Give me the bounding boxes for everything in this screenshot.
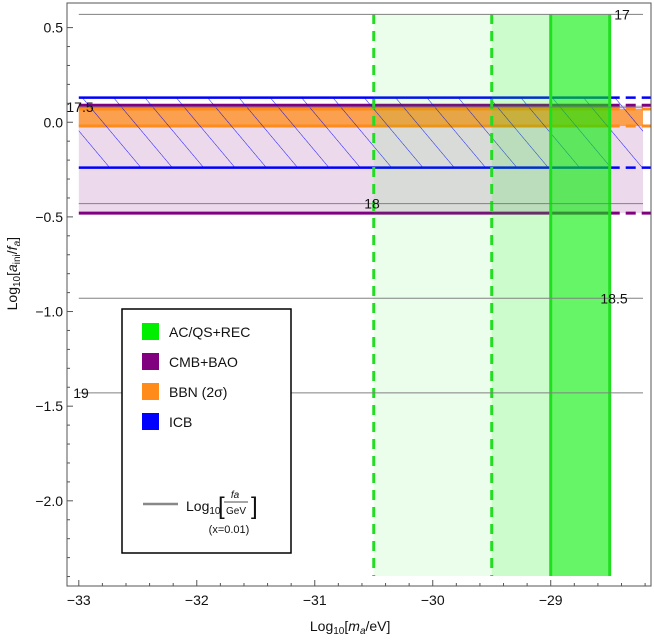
y-tick-label: −0.5 [35,209,63,225]
y-axis-label: Log10[aini/fa] [4,237,23,310]
x-tick-label: −30 [421,592,445,608]
contour-label-19: 19 [73,385,89,401]
ac-qs-rec-band-0 [550,14,610,576]
legend-frac-den: GeV [226,506,246,517]
legend-label-ac-qs-rec: AC/QS+REC [169,324,250,340]
axes-layer: −33 −32 −31 −30 −29 0.5 0.0 −0.5 −1.0 −1.5 −2.0 Log… [4,20,646,637]
legend-bracket-close: ] [251,493,258,520]
contour-label-17.5: 17.5 [66,99,93,115]
y-tick-label: 0.0 [44,114,64,130]
x-tick-label: −31 [303,592,327,608]
y-tick-label: −1.5 [35,398,63,414]
x-axis-label: Log10[ma/eV] [310,618,391,637]
legend-swatch-bbn-2 [142,383,159,400]
legend-swatch-cmb-bao [142,353,159,370]
legend-frac-num: fa [231,490,240,501]
legend-label-icb: ICB [169,414,192,430]
contour-label-18.5: 18.5 [600,290,627,306]
x-tick-label: −32 [185,592,209,608]
plot-frame [66,2,652,587]
legend-swatch-ac-qs-rec [142,323,159,340]
legend-swatch-icb [142,413,159,430]
region-layer [78,14,651,576]
y-tick-label: −2.0 [35,493,63,509]
legend-label-cmb-bao: CMB+BAO [169,354,238,370]
contour-label-17: 17 [614,6,630,22]
y-tick-label: −1.0 [35,304,63,320]
legend-bracket-open: [ [218,493,225,520]
y-tick-label: 0.5 [44,20,64,36]
ac-qs-rec-band-1 [491,14,551,576]
contour-layer: 17 17.5 18 18.5 19 [66,6,643,401]
icb-hatch [78,97,644,168]
legend-label-bbn-2: BBN (2σ) [169,384,227,400]
legend-box [121,308,292,554]
legend-contour-note: (x=0.01) [209,524,250,536]
contour-label-18: 18 [364,196,380,212]
ac-qs-rec-band-2 [373,14,492,576]
x-tick-label: −33 [67,592,91,608]
x-tick-label: −29 [539,592,563,608]
